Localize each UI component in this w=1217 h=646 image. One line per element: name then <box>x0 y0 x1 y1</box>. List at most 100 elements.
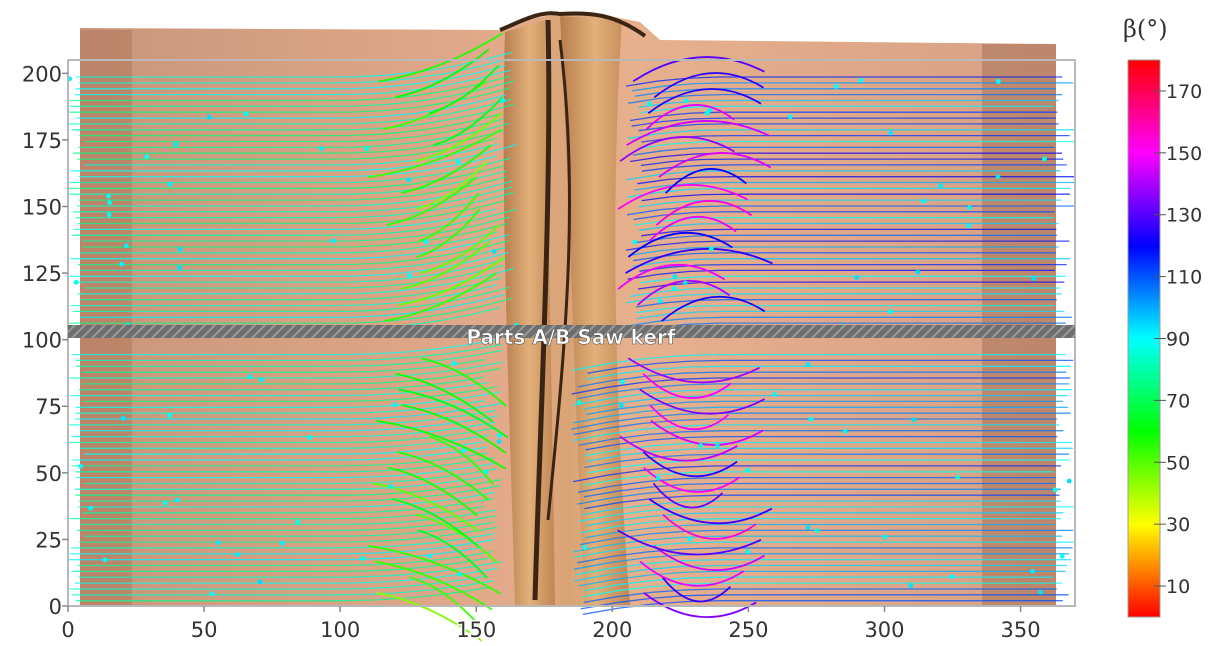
colorbar-tick-label: 110 <box>1166 267 1202 289</box>
fiber-trace <box>574 553 1069 570</box>
measurement-point <box>1059 553 1065 559</box>
fiber-trace-steep <box>617 184 748 210</box>
measurement-point <box>854 275 860 280</box>
measurement-point <box>102 557 108 563</box>
fiber-trace <box>571 377 1070 395</box>
fiber-trace <box>74 69 511 96</box>
fiber-trace-steep <box>428 64 500 115</box>
fiber-trace <box>75 400 485 414</box>
fiber-trace-steep <box>395 372 494 423</box>
fiber-trace-steep <box>395 48 490 99</box>
fiber-trace <box>575 559 1072 576</box>
fiber-trace <box>77 137 498 160</box>
y-tick-label: 75 <box>35 395 62 419</box>
fiber-trace <box>634 217 1054 226</box>
fiber-trace <box>577 371 1067 388</box>
fiber-trace <box>583 394 1068 410</box>
measurement-point <box>966 223 972 229</box>
fiber-trace-steep <box>642 451 738 478</box>
fiber-trace <box>628 246 1059 257</box>
measurement-point <box>121 415 126 421</box>
fiber-trace-steep <box>378 32 503 83</box>
fiber-trace <box>71 452 488 467</box>
fiber-trace-steep <box>417 529 488 579</box>
measurement-point <box>364 146 370 152</box>
fiber-trace <box>582 471 1054 487</box>
fiber-trace-steep <box>655 199 753 226</box>
measurement-point <box>1030 568 1035 574</box>
fiber-trace <box>80 415 498 432</box>
measurement-point <box>247 374 253 380</box>
measurement-point <box>715 443 720 448</box>
fiber-trace <box>641 193 1070 202</box>
fiber-trace <box>585 365 1071 381</box>
fiber-trace-steep <box>643 592 757 618</box>
fiber-trace <box>627 187 1071 198</box>
fiber-trace <box>636 304 1055 314</box>
fiber-trace <box>72 286 510 313</box>
fiber-trace-steep <box>400 240 491 290</box>
saw-kerf-label: Parts A/B Saw kerf <box>466 325 675 349</box>
fiber-trace <box>73 208 496 231</box>
fiber-trace <box>69 157 511 184</box>
x-tick-label: 100 <box>320 618 360 642</box>
fiber-trace-steep <box>652 482 724 509</box>
measurement-point <box>788 114 793 120</box>
measurement-point <box>995 79 1001 84</box>
fiber-trace <box>636 310 1064 320</box>
measurement-point <box>243 111 249 117</box>
fiber-trace <box>579 517 1062 534</box>
fiber-trace <box>78 485 501 502</box>
fiber-trace-steep <box>386 176 477 227</box>
x-tick-label: 0 <box>61 618 74 642</box>
fiber-trace <box>75 51 512 78</box>
fiber-trace <box>579 506 1074 522</box>
fiber-trace <box>79 113 502 137</box>
measurement-point <box>808 416 814 422</box>
measurement-point <box>257 579 263 585</box>
colorbar: β(°) 10 30 50 70 90 110 130 150 170 <box>1123 15 1202 618</box>
x-axis: 0 50 100 150 200 250 300 350 <box>60 606 1042 644</box>
fiber-trace-steep <box>645 104 735 130</box>
fiber-trace <box>71 557 489 573</box>
fiber-trace-steep <box>367 545 502 595</box>
fiber-trace <box>633 258 1070 268</box>
measurement-point <box>576 400 582 405</box>
fiber-trace <box>583 482 1056 498</box>
measurement-point <box>206 114 212 120</box>
measurement-point <box>620 379 625 385</box>
measurement-point <box>966 205 972 210</box>
fiber-trace-steep <box>409 576 480 626</box>
measurement-point <box>234 552 240 558</box>
measurement-point <box>500 98 506 103</box>
measurement-point <box>887 309 893 314</box>
fiber-trace <box>69 505 484 520</box>
fiber-trace <box>625 322 1066 333</box>
measurement-point <box>177 246 183 252</box>
measurement-point <box>814 528 820 534</box>
measurement-point <box>123 243 129 249</box>
fiber-trace <box>75 478 502 496</box>
measurement-point <box>491 248 497 254</box>
measurement-point <box>88 505 93 511</box>
fiber-trace <box>641 134 1070 143</box>
measurement-point <box>307 434 313 440</box>
fiber-trace <box>69 87 510 113</box>
x-tick-label: 50 <box>191 618 218 642</box>
fiber-trace <box>639 222 1059 231</box>
fiber-trace <box>641 164 1067 172</box>
y-tick-label: 25 <box>35 528 62 552</box>
fiber-trace-steep <box>387 466 478 517</box>
measurement-point <box>708 246 714 252</box>
fiber-trace <box>626 240 1070 251</box>
fiber-trace-steep <box>376 591 483 642</box>
measurement-point <box>707 107 713 113</box>
fiber-trace <box>586 512 1064 527</box>
fiber-trace-steep <box>639 388 766 415</box>
measurement-point <box>1052 487 1058 493</box>
fiber-trace <box>573 564 1068 582</box>
fiber-trace <box>638 123 1059 132</box>
fiber-trace <box>77 267 515 295</box>
fiber-trace <box>78 240 509 266</box>
fiber-trace <box>70 80 515 107</box>
